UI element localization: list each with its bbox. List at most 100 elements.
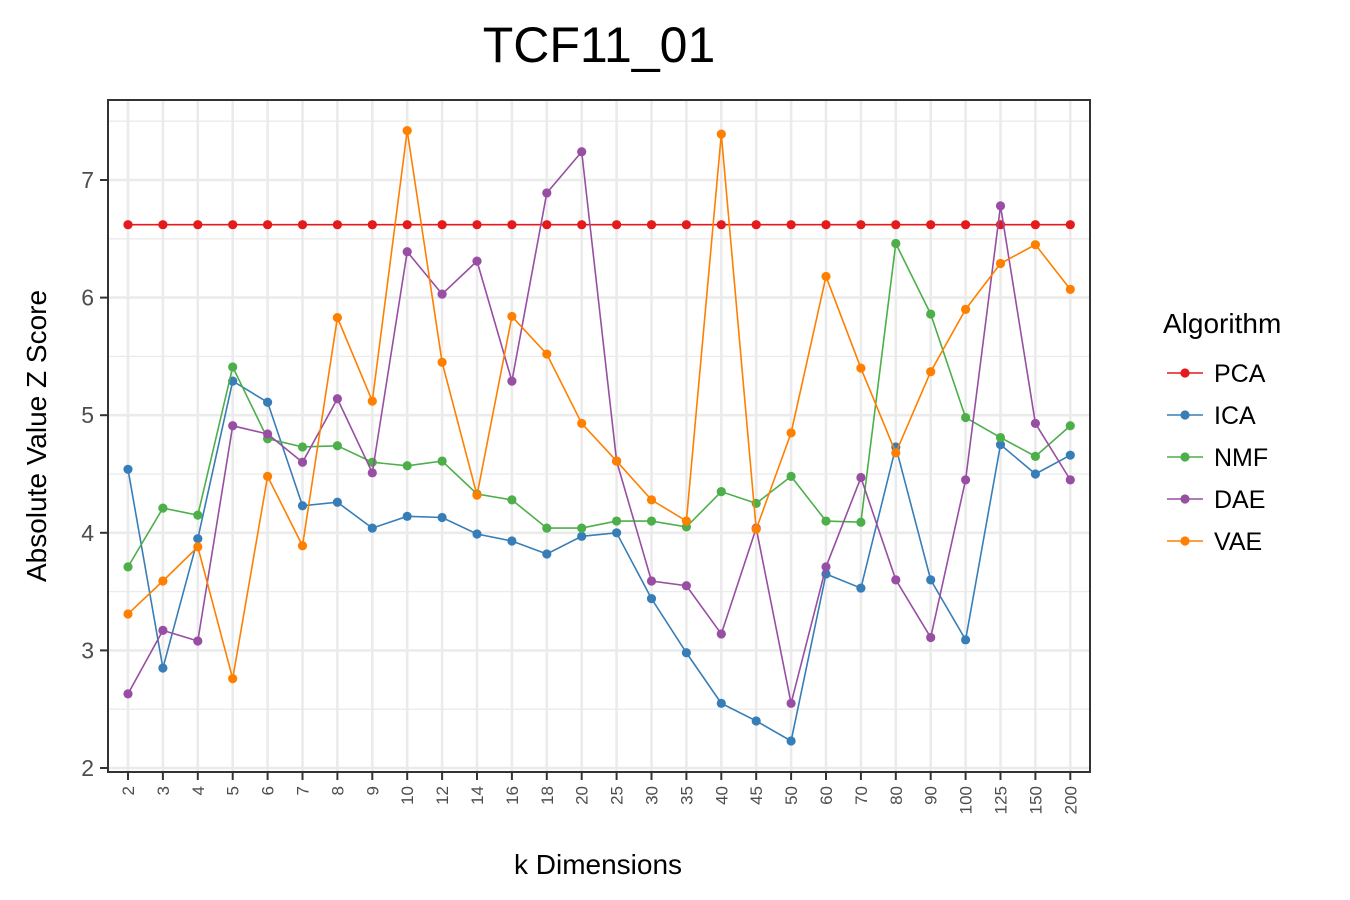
data-point-pca bbox=[961, 220, 971, 230]
data-point-pca bbox=[1030, 220, 1040, 230]
data-point-nmf bbox=[437, 456, 447, 466]
chart-title: TCF11_01 bbox=[483, 17, 716, 73]
data-point-dae bbox=[995, 201, 1006, 211]
legend-point-dae bbox=[1180, 494, 1190, 504]
data-point-pca bbox=[612, 220, 622, 230]
data-point-dae bbox=[786, 698, 796, 708]
data-point-pca bbox=[437, 220, 447, 230]
series-line-dae bbox=[127, 149, 1071, 704]
x-tick-label: 3 bbox=[154, 786, 173, 795]
data-point-ica bbox=[716, 698, 726, 708]
y-tick-label: 2 bbox=[81, 755, 94, 781]
data-point-vae bbox=[158, 576, 168, 586]
data-point-pca bbox=[786, 220, 796, 230]
data-point-vae bbox=[612, 456, 622, 466]
data-point-nmf bbox=[542, 523, 552, 533]
x-tick-label: 2 bbox=[119, 786, 138, 795]
data-point-nmf bbox=[961, 412, 971, 423]
legend-label-nmf: NMF bbox=[1214, 444, 1268, 472]
data-point-nmf bbox=[786, 471, 796, 481]
data-point-pca bbox=[681, 220, 692, 230]
x-axis: 2 3 4 5 6 7 8 9 10 12 14 16 18 20 25 30 35 40 45 50 60 70 80 90… bbox=[119, 772, 1080, 814]
data-point-dae bbox=[472, 256, 482, 266]
data-point-dae bbox=[228, 421, 238, 431]
data-point-pca bbox=[297, 220, 308, 230]
x-tick-label: 10 bbox=[398, 786, 417, 805]
data-point-dae bbox=[507, 376, 517, 386]
data-point-dae bbox=[856, 472, 866, 483]
data-point-pca bbox=[1065, 220, 1075, 230]
x-tick-label: 25 bbox=[608, 786, 627, 805]
data-point-vae bbox=[332, 312, 342, 323]
data-point-ica bbox=[1030, 469, 1040, 479]
data-point-dae bbox=[961, 475, 971, 485]
x-tick-label: 35 bbox=[677, 786, 696, 805]
data-point-ica bbox=[402, 511, 412, 521]
data-point-nmf bbox=[123, 562, 133, 572]
data-point-vae bbox=[786, 428, 796, 438]
legend-label-vae: VAE bbox=[1214, 528, 1262, 556]
x-tick-label: 70 bbox=[852, 786, 871, 805]
x-tick-label: 80 bbox=[887, 786, 906, 805]
data-point-vae bbox=[263, 471, 273, 481]
data-point-pca bbox=[891, 220, 901, 230]
data-point-dae bbox=[263, 429, 273, 439]
x-tick-label: 16 bbox=[503, 786, 522, 805]
data-point-vae bbox=[472, 490, 482, 500]
data-point-ica bbox=[926, 575, 936, 585]
data-point-pca bbox=[542, 220, 552, 230]
data-point-pca bbox=[646, 220, 657, 230]
y-tick-label: 6 bbox=[81, 285, 94, 311]
data-point-vae bbox=[577, 418, 587, 429]
data-point-nmf bbox=[577, 523, 587, 533]
data-point-nmf bbox=[402, 461, 412, 471]
data-point-ica bbox=[437, 512, 447, 523]
data-point-vae bbox=[123, 609, 133, 619]
series-line-ica bbox=[127, 379, 1071, 743]
data-point-vae bbox=[821, 271, 831, 282]
x-tick-label: 60 bbox=[817, 786, 836, 805]
y-tick-label: 7 bbox=[81, 167, 94, 193]
x-tick-label: 150 bbox=[1026, 786, 1045, 814]
x-tick-label: 45 bbox=[747, 786, 766, 805]
data-point-pca bbox=[123, 220, 133, 230]
data-point-pca bbox=[751, 220, 761, 230]
data-point-ica bbox=[367, 523, 377, 533]
data-point-dae bbox=[1030, 418, 1040, 429]
y-tick-label: 4 bbox=[81, 520, 94, 546]
data-point-pca bbox=[716, 220, 726, 230]
data-point-nmf bbox=[821, 516, 831, 526]
data-point-vae bbox=[542, 349, 552, 359]
data-point-vae bbox=[437, 357, 447, 367]
data-point-pca bbox=[367, 220, 377, 230]
data-point-dae bbox=[297, 457, 308, 467]
data-point-vae bbox=[681, 516, 692, 526]
data-point-ica bbox=[158, 663, 168, 673]
data-point-nmf bbox=[926, 309, 936, 319]
legend: Algorithm PCA ICA NMF DAE VAE bbox=[1163, 308, 1281, 556]
data-point-ica bbox=[332, 497, 342, 507]
data-point-dae bbox=[821, 562, 831, 572]
x-tick-label: 5 bbox=[224, 786, 243, 795]
y-axis-title: Absolute Value Z Score bbox=[21, 290, 52, 582]
legend-point-nmf bbox=[1180, 452, 1190, 462]
data-point-nmf bbox=[1030, 451, 1040, 461]
legend-label-dae: DAE bbox=[1214, 486, 1265, 514]
data-point-vae bbox=[926, 367, 936, 377]
data-point-vae bbox=[751, 524, 761, 534]
data-point-nmf bbox=[1065, 421, 1075, 431]
data-point-vae bbox=[507, 311, 517, 322]
data-point-nmf bbox=[297, 442, 308, 452]
data-point-dae bbox=[437, 289, 447, 299]
data-point-vae bbox=[1030, 240, 1040, 250]
data-point-ica bbox=[995, 440, 1006, 450]
x-tick-label: 200 bbox=[1061, 786, 1080, 814]
plot-panel-border bbox=[107, 99, 1091, 773]
data-point-pca bbox=[577, 220, 587, 230]
data-point-pca bbox=[193, 220, 203, 230]
data-point-nmf bbox=[646, 516, 657, 526]
y-tick-label: 3 bbox=[81, 637, 94, 663]
data-point-vae bbox=[228, 674, 238, 684]
data-point-pca bbox=[856, 220, 866, 230]
